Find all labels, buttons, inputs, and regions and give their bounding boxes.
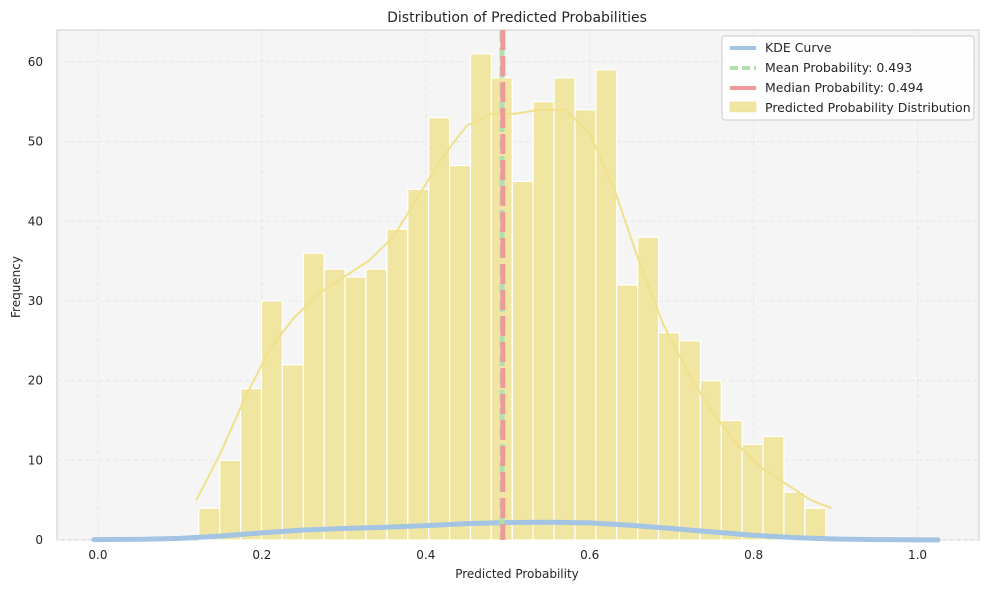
histogram-bar	[678, 340, 701, 541]
histogram-bar	[302, 252, 325, 541]
legend-mean-label: Mean Probability: 0.493	[765, 60, 912, 75]
x-axis-ticks: 0.0 0.2 0.4 0.6 0.8 1.0	[88, 548, 927, 562]
histogram-bar	[595, 69, 618, 541]
curves	[91, 30, 941, 543]
histogram-bar	[511, 180, 534, 541]
histogram-bar	[469, 53, 492, 541]
histogram-bar	[365, 268, 388, 541]
histogram-bar	[448, 164, 472, 541]
histogram-bar	[428, 117, 451, 541]
legend-histogram-label: Predicted Probability Distribution	[765, 100, 971, 115]
legend-box	[721, 35, 975, 121]
chart-title: Distribution of Predicted Probabilities	[387, 10, 647, 26]
x-tick-label: 0.2	[252, 548, 271, 562]
histogram-bar	[804, 507, 827, 541]
histogram-bar	[553, 77, 576, 541]
y-axis-label: Frequency	[9, 256, 23, 318]
histogram-bars	[198, 53, 827, 541]
histogram-bar	[239, 387, 263, 541]
histogram-bar	[323, 268, 346, 541]
histogram-bar	[344, 276, 367, 541]
legend-median-label: Median Probability: 0.494	[765, 80, 924, 95]
y-tick-label: 20	[28, 374, 43, 388]
histogram-bar	[574, 109, 597, 541]
legend-kde-label: KDE Curve	[765, 40, 832, 55]
histogram-bar	[532, 101, 555, 541]
y-tick-label: 40	[28, 214, 43, 228]
histogram-bar	[386, 228, 409, 541]
histogram-kde-line	[195, 108, 832, 510]
x-tick-label: 0.8	[744, 548, 763, 562]
x-tick-label: 1.0	[908, 548, 927, 562]
y-tick-label: 50	[28, 135, 43, 149]
x-tick-label: 0.4	[416, 548, 435, 562]
histogram-bar	[657, 332, 681, 541]
histogram-bar	[281, 364, 304, 541]
histogram-bar	[219, 459, 242, 541]
x-tick-label: 0.6	[580, 548, 599, 562]
histogram-bar	[699, 380, 722, 541]
y-tick-label: 60	[28, 55, 43, 69]
y-tick-label: 30	[28, 294, 43, 308]
kde-curve-line	[91, 519, 941, 543]
y-tick-label: 10	[28, 453, 43, 467]
y-axis-ticks: 0 10 20 30 40 50 60	[28, 55, 43, 547]
x-axis-label: Predicted Probability	[455, 567, 579, 581]
legend: KDE Curve Mean Probability: 0.493 Median…	[721, 35, 975, 121]
x-tick-label: 0.0	[88, 548, 107, 562]
histogram-bar	[783, 491, 806, 541]
y-tick-label: 0	[35, 533, 43, 547]
legend-histogram-swatch	[729, 101, 757, 113]
histogram-bar	[407, 188, 430, 541]
histogram-bar	[762, 435, 785, 541]
histogram-bar	[616, 284, 639, 541]
